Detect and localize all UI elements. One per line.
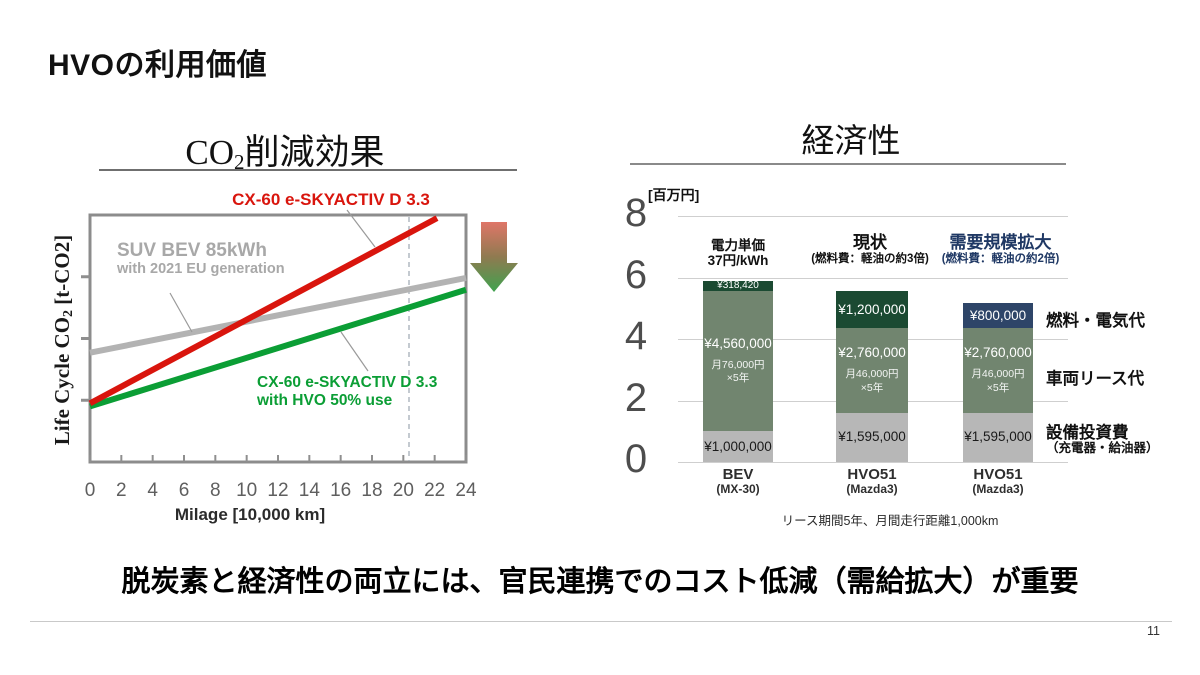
x-tick-label: 8: [210, 480, 221, 501]
econ-chart-title: 経済性: [801, 122, 901, 159]
bar-segment-value: ¥1,000,000: [704, 438, 772, 454]
category-name: BEV: [722, 466, 754, 483]
econ-unit-label: [百万円]: [648, 187, 700, 203]
header-line1: 電力単価: [711, 238, 765, 253]
econ-y-tick-label: 8: [624, 191, 648, 235]
x-tick-label: 22: [424, 480, 445, 501]
series-line: [89, 275, 467, 356]
callout-gray: [169, 292, 193, 333]
x-tick-label: 16: [330, 480, 351, 501]
bar-segment: ¥2,760,000 月46,000円 ×5年: [963, 328, 1033, 413]
x-tick-label: 20: [393, 480, 414, 501]
bar-segment-value: ¥1,595,000: [964, 429, 1032, 445]
bar-segment: ¥4,560,000 月76,000円 ×5年: [703, 291, 773, 432]
bar-segment: ¥1,000,000: [703, 431, 773, 462]
bar-segment-sublabel: 月46,000円: [845, 368, 899, 381]
econ-category-label: BEV (MX-30): [668, 466, 808, 497]
series-line: [89, 286, 467, 410]
bar-segment: ¥318,420: [703, 279, 773, 292]
econ-column-header-2: 現状 (燃料費：軽油の約3倍): [800, 234, 940, 266]
bar-segment: ¥2,760,000 月46,000円 ×5年: [836, 328, 908, 413]
co2-title-sub: 2: [234, 150, 245, 174]
bar-segment: ¥1,595,000: [963, 412, 1033, 462]
co2-title-underline: [99, 169, 517, 171]
footer-divider: [30, 621, 1172, 622]
header-line2: (燃料費：軽油の約3倍): [811, 253, 929, 265]
legend-equipment-sub: （充電器・給油器）: [1046, 441, 1159, 455]
category-model: (MX-30): [716, 482, 760, 497]
econ-footnote: リース期間5年、月間走行距離1,000km: [781, 514, 999, 528]
x-tick-label: 4: [147, 480, 158, 501]
econ-column-header-1: 電力単価 37円/kWh: [683, 238, 793, 269]
key-message: 脱炭素と経済性の両立には、官民連携でのコスト低減（需給拡大）が重要: [121, 566, 1079, 598]
bar-segment: ¥1,595,000: [836, 412, 908, 462]
series-line: [88, 215, 439, 406]
label-bev-1: SUV BEV 85kWh: [117, 240, 267, 261]
header-line1: 需要規模拡大: [949, 233, 1052, 252]
bar-segment-value: ¥1,200,000: [838, 301, 906, 317]
bar-segment: ¥1,200,000: [836, 291, 908, 329]
bar-segment-value: ¥2,760,000: [838, 345, 906, 361]
category-model: (Mazda3): [972, 482, 1024, 497]
bar-segment-value: ¥318,420: [717, 279, 759, 291]
co2-x-axis-label: Milage [10,000 km]: [174, 505, 326, 524]
econ-gridline: [678, 462, 1068, 463]
label-hvo-1: CX-60 e-SKYACTIV D 3.3: [257, 374, 438, 391]
label-diesel: CX-60 e-SKYACTIV D 3.3: [232, 190, 430, 209]
bar-segment-sublabel: ×5年: [986, 381, 1010, 394]
x-tick-label: 6: [179, 480, 190, 501]
category-model: (Mazda3): [846, 482, 898, 497]
co2-reduction-arrow-icon: [470, 222, 518, 292]
bar-segment-sublabel: 月46,000円: [971, 368, 1025, 381]
axis-ticks: 0 2 4 6 8 10 12 14 16 18 20 22 24: [81, 275, 477, 501]
econ-gridline: [678, 277, 1068, 279]
category-name: HVO51: [847, 466, 897, 483]
econ-y-tick-label: 4: [624, 314, 648, 358]
bar-segment-sublabel: ×5年: [726, 372, 750, 385]
page-title: HVOの利用価値: [48, 49, 268, 82]
header-line2: (燃料費：軽油の約2倍): [941, 253, 1060, 265]
label-bev-2: with 2021 EU generation: [116, 261, 285, 277]
econ-gridline: [678, 216, 1068, 217]
header-line1: 現状: [853, 233, 887, 252]
econ-y-tick-label: 2: [624, 375, 648, 420]
legend-fuel-electricity: 燃料・電気代: [1046, 312, 1145, 330]
co2-title-post: 削減効果: [244, 133, 385, 172]
x-tick-label: 2: [116, 480, 127, 501]
legend-vehicle-lease: 車両リース代: [1046, 370, 1145, 388]
label-hvo-2: with HVO 50% use: [256, 392, 393, 409]
x-tick-label: 12: [267, 480, 288, 501]
bar-segment: ¥800,000: [963, 303, 1033, 329]
legend-equipment: 設備投資費: [1046, 424, 1129, 442]
page-number: 11: [1147, 624, 1160, 638]
bar-segment-value: ¥4,560,000: [704, 335, 772, 351]
x-tick-label: 10: [236, 480, 257, 501]
x-tick-label: 0: [85, 480, 96, 501]
x-tick-label: 24: [455, 480, 477, 501]
bar-segment-sublabel: 月76,000円: [711, 359, 765, 372]
econ-category-label: HVO51 (Mazda3): [801, 466, 943, 497]
header-line2: 37円/kWh: [707, 252, 769, 268]
co2-title-pre: CO: [185, 133, 235, 172]
bar-segment-value: ¥1,595,000: [838, 429, 906, 445]
co2-chart-title: CO2削減効果: [90, 124, 480, 175]
callout-red: [346, 209, 376, 248]
bar-segment-value: ¥800,000: [969, 307, 1027, 323]
bar-segment-sublabel: ×5年: [860, 381, 884, 394]
x-tick-label: 18: [361, 480, 382, 501]
econ-column-header-3: 需要規模拡大 (燃料費：軽油の約2倍): [928, 234, 1073, 266]
callout-green: [340, 331, 369, 372]
x-tick-label: 14: [299, 480, 321, 501]
co2-line-chart: 0 2 4 6 8 10 12 14 16 18 20 22 24 CX-60 e-SKYACTIV D…: [81, 190, 518, 501]
econ-title-underline: [630, 163, 1066, 165]
econ-y-tick-label: 6: [624, 252, 648, 297]
category-name: HVO51: [973, 466, 1023, 483]
bar-segment-value: ¥2,760,000: [964, 345, 1032, 361]
econ-y-tick-label: 0: [624, 437, 648, 481]
series-lines: [88, 215, 467, 410]
econ-category-label: HVO51 (Mazda3): [928, 466, 1068, 497]
